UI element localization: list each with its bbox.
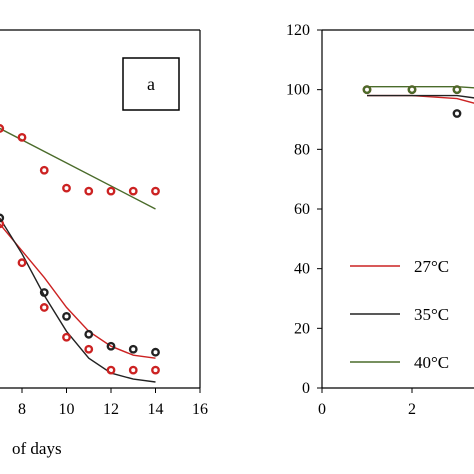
left-x-tick-label: 10	[59, 401, 75, 418]
panel-label-text: a	[147, 74, 155, 94]
legend-label: 35°C	[414, 305, 449, 324]
right-data-point	[452, 109, 462, 118]
left-data-point	[39, 303, 49, 312]
left-data-point	[151, 347, 160, 357]
left-data-point	[0, 219, 5, 229]
left-fit-line	[0, 127, 156, 210]
right-fit-line	[367, 94, 474, 104]
right-y-tick-label: 120	[286, 22, 310, 39]
left-data-point	[128, 344, 138, 354]
right-data-point	[407, 85, 417, 95]
right-x-tick-label: 0	[318, 401, 326, 418]
left-x-axis-label: of days	[12, 439, 62, 458]
right-fit-line	[367, 94, 474, 99]
right-y-tick-label: 100	[286, 82, 310, 99]
right-data-point	[362, 85, 372, 95]
right-x-tick-label: 2	[408, 401, 416, 418]
left-fit-line	[0, 217, 156, 383]
left-x-tick-label: 14	[148, 401, 164, 418]
left-data-point	[128, 365, 138, 375]
left-data-point	[128, 186, 138, 196]
left-data-point	[151, 186, 160, 196]
left-fit-line	[0, 223, 156, 359]
panel-label-box	[122, 57, 180, 111]
legend-label: 27°C	[414, 257, 449, 276]
left-data-point	[62, 183, 71, 193]
right-y-tick-label: 40	[294, 261, 310, 278]
left-data-point	[106, 186, 116, 196]
left-data-point	[39, 288, 49, 297]
left-data-point	[84, 329, 94, 339]
left-data-point	[106, 365, 116, 375]
left-data-point	[106, 341, 116, 351]
left-data-point	[84, 186, 94, 196]
right-data-point	[452, 85, 462, 95]
left-data-point	[151, 365, 160, 375]
left-data-point	[62, 332, 71, 342]
right-y-tick-label: 60	[294, 201, 310, 218]
left-data-point	[39, 165, 49, 175]
right-y-tick-label: 0	[302, 380, 310, 397]
left-data-point	[17, 132, 27, 142]
right-y-tick-label: 20	[294, 320, 310, 337]
left-data-point	[17, 258, 27, 268]
left-data-point	[0, 124, 5, 133]
left-x-tick-label: 16	[192, 401, 208, 418]
legend-background	[340, 245, 474, 381]
left-x-tick-label: 12	[103, 401, 119, 418]
left-data-point	[84, 344, 94, 354]
legend-label: 40°C	[414, 353, 449, 372]
right-y-tick-label: 80	[294, 141, 310, 158]
left-data-point	[62, 311, 71, 321]
left-x-tick-label: 8	[18, 401, 26, 418]
left-chart-panel: a 8 10 12 14 16 of days	[0, 29, 208, 458]
left-data-point	[0, 213, 5, 223]
